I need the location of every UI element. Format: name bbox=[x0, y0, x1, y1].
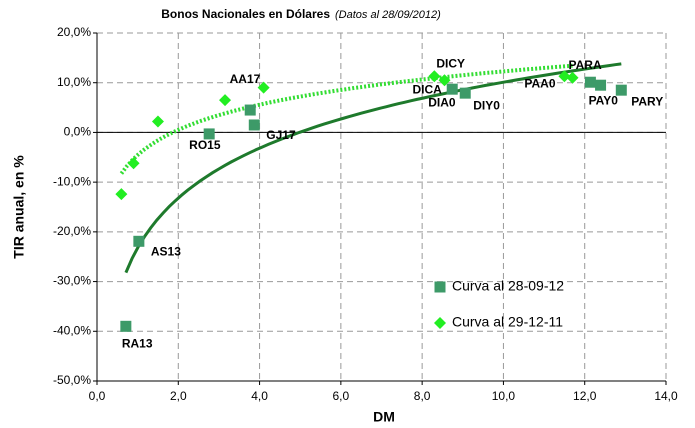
x-tick-label: 2,0 bbox=[170, 389, 187, 403]
point bbox=[244, 104, 256, 116]
x-tick-label: 6,0 bbox=[333, 389, 350, 403]
x-tick-label: 10,0 bbox=[492, 389, 516, 403]
x-tick-label: 4,0 bbox=[251, 389, 268, 403]
y-tick-label: -50,0% bbox=[53, 373, 91, 387]
point bbox=[615, 84, 627, 96]
point-label: RA13 bbox=[122, 336, 153, 350]
point bbox=[459, 87, 471, 99]
chart-subtitle: (Datos al 28/09/2012) bbox=[335, 9, 441, 21]
y-tick-label: 20,0% bbox=[57, 25, 91, 39]
point-label: DIY0 bbox=[473, 98, 500, 112]
legend-label: Curva al 29-12-11 bbox=[452, 314, 563, 330]
point bbox=[428, 70, 441, 83]
point-label: PARA bbox=[569, 58, 602, 72]
y-axis-label: TIR anual, en % bbox=[11, 155, 27, 259]
x-tick-label: 12,0 bbox=[573, 389, 597, 403]
point bbox=[438, 74, 451, 87]
legend-marker bbox=[434, 281, 446, 293]
point-label: AA17 bbox=[230, 72, 261, 86]
trend-line bbox=[124, 62, 622, 274]
point bbox=[219, 94, 232, 107]
point-label: DICY bbox=[436, 56, 465, 70]
y-tick-label: -30,0% bbox=[53, 274, 91, 288]
point bbox=[248, 119, 260, 131]
point bbox=[558, 70, 571, 83]
x-tick-label: 0,0 bbox=[89, 389, 106, 403]
point-label: PAY0 bbox=[589, 93, 619, 107]
point bbox=[151, 115, 164, 128]
point bbox=[133, 235, 145, 247]
point-label: RO15 bbox=[189, 138, 221, 152]
legend-marker bbox=[434, 317, 446, 329]
point bbox=[446, 83, 458, 95]
point-label: GJ17 bbox=[266, 128, 296, 142]
y-tick-label: 10,0% bbox=[57, 75, 91, 89]
point bbox=[584, 76, 596, 88]
y-tick-label: -10,0% bbox=[53, 174, 91, 188]
trend-line bbox=[119, 63, 573, 175]
point-label: AS13 bbox=[151, 244, 181, 258]
point-label: PAA0 bbox=[524, 76, 555, 90]
point-label: PARY bbox=[631, 94, 663, 108]
point-label: DIA0 bbox=[428, 95, 456, 109]
x-tick-label: 8,0 bbox=[414, 389, 431, 403]
y-tick-label: 0,0% bbox=[64, 125, 92, 139]
legend-label: Curva al 28-09-12 bbox=[452, 278, 564, 294]
point bbox=[127, 157, 140, 170]
chart-title: Bonos Nacionales en Dólares bbox=[161, 7, 330, 21]
point bbox=[120, 320, 132, 332]
point-label: DICA bbox=[412, 82, 442, 96]
y-tick-label: -40,0% bbox=[53, 323, 91, 337]
x-axis-label: DM bbox=[373, 409, 395, 425]
point bbox=[203, 128, 215, 140]
point bbox=[566, 71, 579, 84]
point bbox=[595, 79, 607, 91]
point bbox=[257, 81, 270, 94]
x-tick-label: 14,0 bbox=[654, 389, 678, 403]
point bbox=[115, 188, 128, 201]
y-tick-label: -20,0% bbox=[53, 224, 91, 238]
